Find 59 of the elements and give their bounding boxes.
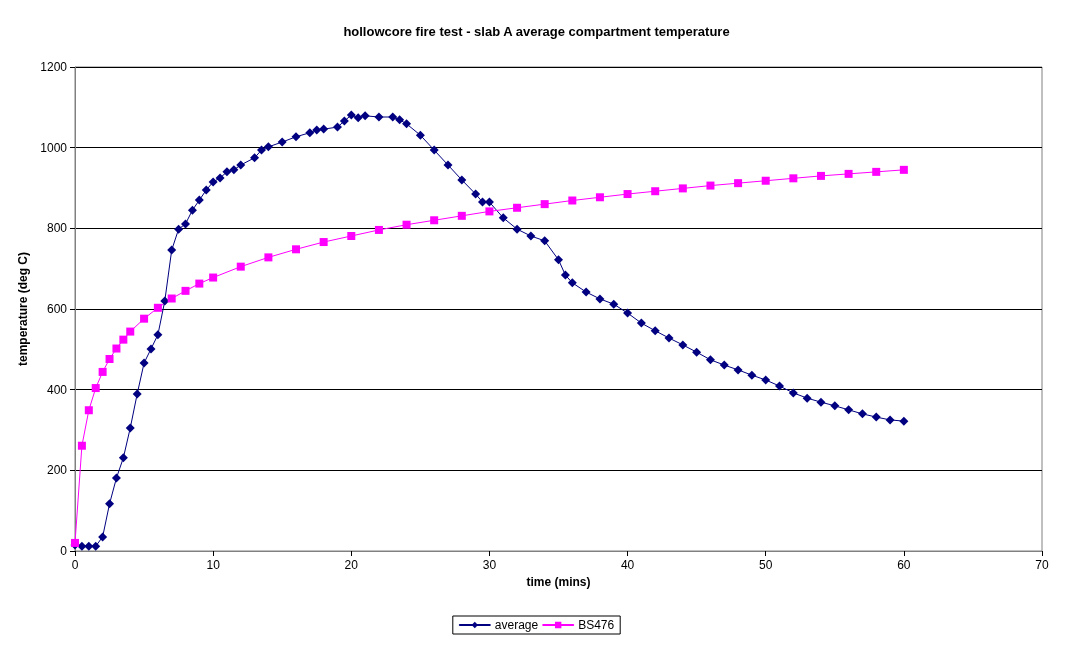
point [105, 355, 114, 364]
point [98, 367, 107, 376]
point [734, 179, 743, 188]
point [195, 279, 204, 288]
chart-title: hollowcore fire test - slab A average compartment temperature [343, 24, 730, 39]
x-tick-label: 0 [71, 558, 79, 572]
point [292, 245, 301, 254]
y-tick-label: 400 [46, 382, 68, 397]
x-tick-label: 50 [759, 558, 773, 572]
point [119, 335, 128, 344]
point [430, 216, 439, 225]
point [181, 286, 190, 295]
y-tick-label: 1000 [40, 140, 68, 155]
point [153, 303, 162, 312]
point [761, 176, 770, 185]
x-tick-label: 40 [620, 558, 635, 572]
y-tick-label: 0 [60, 544, 68, 558]
point [816, 171, 825, 180]
y-tick-label: 800 [46, 221, 68, 236]
legend-label: average [494, 618, 539, 632]
point [706, 181, 715, 190]
point [623, 190, 632, 199]
point [140, 314, 149, 323]
point [789, 174, 798, 183]
point [872, 167, 881, 176]
point [84, 406, 93, 415]
point [457, 211, 466, 220]
point [540, 200, 549, 209]
y-tick-label: 600 [46, 302, 68, 316]
point [126, 327, 135, 336]
point [347, 232, 356, 240]
point [236, 262, 245, 271]
point [402, 220, 411, 229]
point [209, 273, 218, 282]
point [167, 294, 176, 303]
point [568, 196, 577, 205]
x-tick-label: 30 [482, 558, 497, 572]
x-tick-label: 70 [1035, 558, 1049, 572]
point [91, 384, 100, 393]
point [112, 344, 121, 353]
point [844, 169, 853, 178]
point [319, 238, 328, 247]
point [264, 253, 273, 262]
point [513, 203, 522, 212]
y-tick-label: 1200 [40, 60, 68, 74]
legend-label: BS476 [578, 618, 615, 632]
point [77, 441, 86, 450]
point [595, 193, 604, 202]
x-axis-title: time (mins) [526, 574, 591, 589]
point [651, 187, 660, 196]
point [374, 225, 383, 234]
point [485, 207, 494, 216]
x-tick-label: 60 [897, 558, 911, 572]
point [678, 184, 687, 193]
x-tick-label: 20 [344, 558, 359, 572]
x-tick-label: 10 [206, 558, 221, 572]
y-axis-title: temperature (deg C) [16, 251, 30, 367]
point [899, 165, 908, 174]
y-tick-label: 200 [46, 463, 68, 478]
